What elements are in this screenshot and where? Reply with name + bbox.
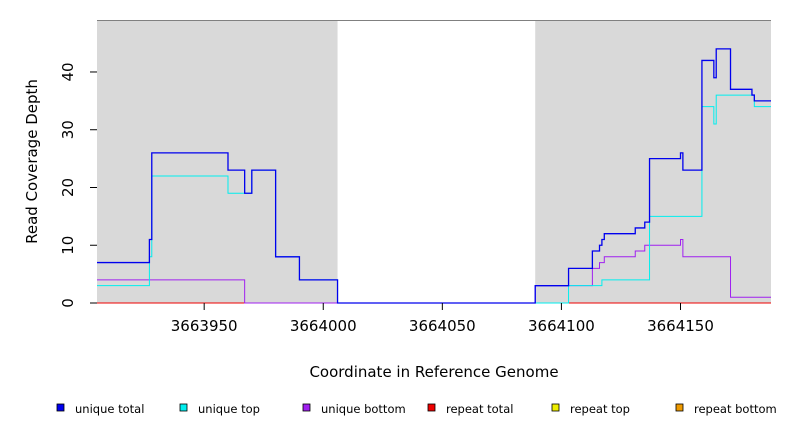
legend-swatch-unique-bottom (302, 403, 311, 412)
x-tick-label-3664000: 3664000 (290, 317, 357, 335)
legend-swatch-unique-top (179, 403, 188, 412)
legend-label-unique-bottom: unique bottom (321, 402, 406, 416)
legend-swatch-repeat-total (427, 403, 436, 412)
x-tick-label-3664100: 3664100 (528, 317, 595, 335)
legend-label-repeat-total: repeat total (446, 402, 513, 416)
legend-label-unique-top: unique top (198, 402, 260, 416)
shaded-region-2 (535, 20, 771, 303)
x-tick-label-3664050: 3664050 (409, 317, 476, 335)
y-axis-title: Read Coverage Depth (23, 79, 41, 244)
x-axis: 3663950 3664000 3664050 3664100 3664150 (171, 303, 714, 335)
legend: unique total unique top unique bottom repea… (56, 402, 777, 416)
y-axis: 0 10 20 30 40 (59, 62, 97, 308)
y-tick-label-0: 0 (59, 298, 77, 308)
legend-swatch-unique-total (56, 403, 65, 412)
legend-swatch-repeat-bottom (675, 403, 684, 412)
legend-label-repeat-top: repeat top (570, 402, 630, 416)
series-line-unique-total (97, 48, 771, 304)
legend-swatch-repeat-top (551, 403, 560, 412)
plot-area (97, 20, 771, 304)
y-tick-label-10: 10 (59, 236, 77, 255)
legend-label-unique-total: unique total (75, 402, 144, 416)
x-axis-title: Coordinate in Reference Genome (309, 363, 558, 381)
y-tick-label-30: 30 (59, 120, 77, 139)
x-tick-label-3663950: 3663950 (171, 317, 238, 335)
y-tick-label-40: 40 (59, 62, 77, 81)
x-tick-label-3664150: 3664150 (647, 317, 714, 335)
legend-label-repeat-bottom: repeat bottom (694, 402, 777, 416)
y-tick-label-20: 20 (59, 178, 77, 197)
shaded-region-1 (97, 20, 338, 303)
